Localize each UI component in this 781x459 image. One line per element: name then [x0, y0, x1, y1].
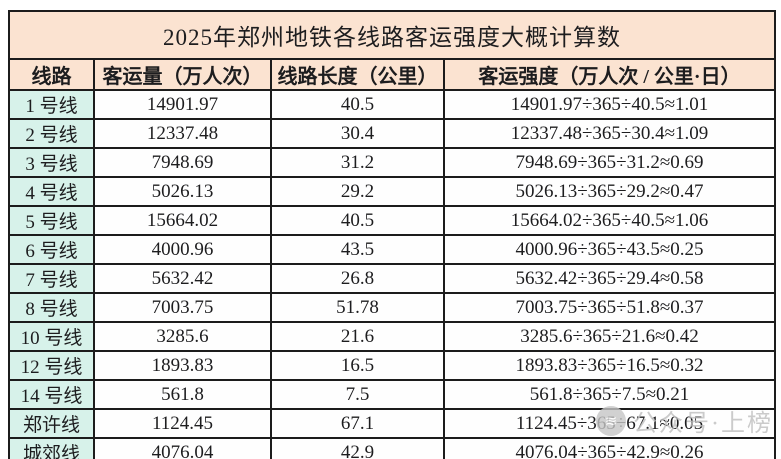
volume-cell: 4000.96 — [93, 234, 272, 265]
intensity-cell: 1124.45÷365÷67.1≈0.05 — [443, 408, 776, 439]
length-cell: 7.5 — [270, 379, 445, 410]
length-cell: 67.1 — [270, 408, 445, 439]
header-row: 线路 客运量（万人次） 线路长度（公里） 客运强度（万人次 / 公里·日） — [8, 58, 776, 91]
intensity-cell: 15664.02÷365÷40.5≈1.06 — [443, 205, 776, 236]
col-header-length: 线路长度（公里） — [270, 58, 445, 91]
line-name-cell: 2 号线 — [8, 118, 95, 149]
line-name-cell: 1 号线 — [8, 89, 95, 120]
table-row: 城郊线 4076.04 42.9 4076.04÷365÷42.9≈0.26 — [8, 437, 776, 459]
length-cell: 21.6 — [270, 321, 445, 352]
line-name-cell: 7 号线 — [8, 263, 95, 294]
volume-cell: 1893.83 — [93, 350, 272, 381]
volume-cell: 5632.42 — [93, 263, 272, 294]
table-row: 1 号线 14901.97 40.5 14901.97÷365÷40.5≈1.0… — [8, 89, 776, 120]
intensity-cell: 7003.75÷365÷51.8≈0.37 — [443, 292, 776, 323]
title-row: 2025年郑州地铁各线路客运强度大概计算数 — [8, 10, 776, 60]
line-name-cell: 3 号线 — [8, 147, 95, 178]
intensity-cell: 561.8÷365÷7.5≈0.21 — [443, 379, 776, 410]
table-row: 5 号线 15664.02 40.5 15664.02÷365÷40.5≈1.0… — [8, 205, 776, 236]
length-cell: 43.5 — [270, 234, 445, 265]
line-name-cell: 城郊线 — [8, 437, 95, 459]
table-row: 12 号线 1893.83 16.5 1893.83÷365÷16.5≈0.32 — [8, 350, 776, 381]
table-row: 10 号线 3285.6 21.6 3285.6÷365÷21.6≈0.42 — [8, 321, 776, 352]
intensity-cell: 7948.69÷365÷31.2≈0.69 — [443, 147, 776, 178]
table-row: 郑许线 1124.45 67.1 1124.45÷365÷67.1≈0.05 — [8, 408, 776, 439]
volume-cell: 7003.75 — [93, 292, 272, 323]
volume-cell: 561.8 — [93, 379, 272, 410]
length-cell: 29.2 — [270, 176, 445, 207]
intensity-cell: 12337.48÷365÷30.4≈1.09 — [443, 118, 776, 149]
table-row: 8 号线 7003.75 51.78 7003.75÷365÷51.8≈0.37 — [8, 292, 776, 323]
intensity-cell: 5026.13÷365÷29.2≈0.47 — [443, 176, 776, 207]
volume-cell: 12337.48 — [93, 118, 272, 149]
intensity-cell: 14901.97÷365÷40.5≈1.01 — [443, 89, 776, 120]
intensity-cell: 4000.96÷365÷43.5≈0.25 — [443, 234, 776, 265]
metro-intensity-table: 2025年郑州地铁各线路客运强度大概计算数 线路 客运量（万人次） 线路长度（公… — [8, 10, 776, 459]
length-cell: 42.9 — [270, 437, 445, 459]
table-row: 6 号线 4000.96 43.5 4000.96÷365÷43.5≈0.25 — [8, 234, 776, 265]
length-cell: 30.4 — [270, 118, 445, 149]
table-title: 2025年郑州地铁各线路客运强度大概计算数 — [8, 10, 776, 60]
length-cell: 40.5 — [270, 89, 445, 120]
line-name-cell: 5 号线 — [8, 205, 95, 236]
intensity-cell: 1893.83÷365÷16.5≈0.32 — [443, 350, 776, 381]
intensity-cell: 3285.6÷365÷21.6≈0.42 — [443, 321, 776, 352]
volume-cell: 15664.02 — [93, 205, 272, 236]
volume-cell: 3285.6 — [93, 321, 272, 352]
volume-cell: 14901.97 — [93, 89, 272, 120]
length-cell: 51.78 — [270, 292, 445, 323]
length-cell: 16.5 — [270, 350, 445, 381]
table-row: 2 号线 12337.48 30.4 12337.48÷365÷30.4≈1.0… — [8, 118, 776, 149]
line-name-cell: 12 号线 — [8, 350, 95, 381]
length-cell: 31.2 — [270, 147, 445, 178]
line-name-cell: 14 号线 — [8, 379, 95, 410]
col-header-line: 线路 — [8, 58, 95, 91]
table-row: 7 号线 5632.42 26.8 5632.42÷365÷29.4≈0.58 — [8, 263, 776, 294]
col-header-intensity: 客运强度（万人次 / 公里·日） — [443, 58, 776, 91]
table-row: 4 号线 5026.13 29.2 5026.13÷365÷29.2≈0.47 — [8, 176, 776, 207]
length-cell: 26.8 — [270, 263, 445, 294]
table-row: 3 号线 7948.69 31.2 7948.69÷365÷31.2≈0.69 — [8, 147, 776, 178]
line-name-cell: 4 号线 — [8, 176, 95, 207]
intensity-cell: 5632.42÷365÷29.4≈0.58 — [443, 263, 776, 294]
col-header-volume: 客运量（万人次） — [93, 58, 272, 91]
line-name-cell: 郑许线 — [8, 408, 95, 439]
volume-cell: 4076.04 — [93, 437, 272, 459]
volume-cell: 7948.69 — [93, 147, 272, 178]
line-name-cell: 10 号线 — [8, 321, 95, 352]
intensity-cell: 4076.04÷365÷42.9≈0.26 — [443, 437, 776, 459]
table-row: 14 号线 561.8 7.5 561.8÷365÷7.5≈0.21 — [8, 379, 776, 410]
length-cell: 40.5 — [270, 205, 445, 236]
line-name-cell: 8 号线 — [8, 292, 95, 323]
volume-cell: 5026.13 — [93, 176, 272, 207]
volume-cell: 1124.45 — [93, 408, 272, 439]
line-name-cell: 6 号线 — [8, 234, 95, 265]
